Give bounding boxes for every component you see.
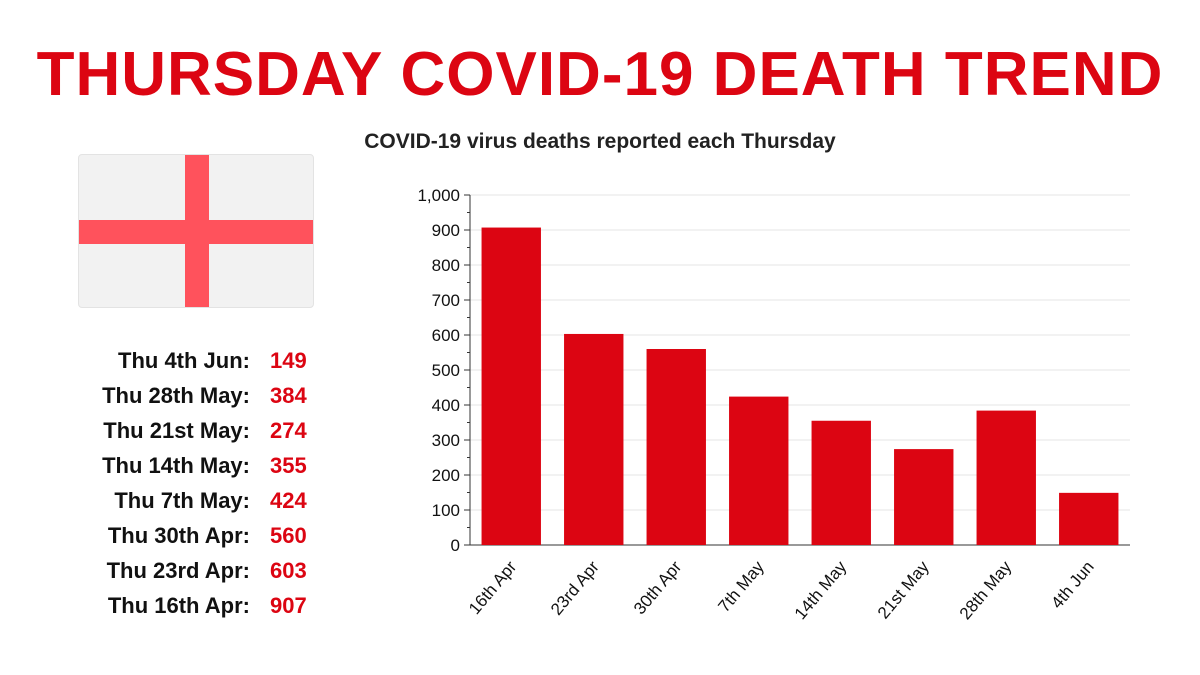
list-item: Thu 30th Apr: 560 (60, 519, 330, 554)
x-tick-label: 4th Jun (1047, 557, 1097, 612)
list-item-value: 274 (270, 418, 307, 443)
page-title: THURSDAY COVID-19 DEATH TREND (36, 40, 1164, 109)
x-tick-label: 7th May (714, 557, 768, 616)
list-item: Thu 4th Jun: 149 (60, 344, 330, 379)
y-tick-label: 0 (451, 536, 460, 555)
y-tick-label: 600 (432, 326, 460, 345)
daily-deaths-list: Thu 4th Jun: 149 Thu 28th May: 384 Thu 2… (60, 344, 330, 624)
y-tick-label: 800 (432, 256, 460, 275)
list-item-label: Thu 7th May: (114, 488, 250, 513)
list-item: Thu 23rd Apr: 603 (60, 554, 330, 589)
y-tick-label: 1,000 (417, 186, 460, 205)
y-tick-label: 400 (432, 396, 460, 415)
x-tick-label: 28th May (956, 557, 1016, 623)
x-tick-label: 23rd Apr (547, 557, 603, 619)
list-item-label: Thu 4th Jun: (118, 348, 250, 373)
list-item-label: Thu 28th May: (102, 383, 250, 408)
list-item-value: 907 (270, 593, 307, 618)
list-item: Thu 14th May: 355 (60, 449, 330, 484)
x-tick-label: 30th Apr (630, 557, 685, 618)
bar (894, 449, 954, 545)
list-item-value: 384 (270, 383, 307, 408)
list-item: Thu 28th May: 384 (60, 379, 330, 414)
list-item-label: Thu 30th Apr: (107, 523, 250, 548)
chart-title: COVID-19 virus deaths reported each Thur… (364, 130, 836, 153)
y-tick-label: 200 (432, 466, 460, 485)
y-tick-label: 300 (432, 431, 460, 450)
y-tick-label: 100 (432, 501, 460, 520)
y-tick-label: 500 (432, 361, 460, 380)
y-tick-label: 900 (432, 221, 460, 240)
bar (811, 420, 871, 545)
list-item-label: Thu 16th Apr: (107, 593, 250, 618)
list-item-value: 355 (270, 453, 307, 478)
bar (1059, 492, 1119, 545)
x-tick-label: 16th Apr (465, 557, 520, 618)
y-tick-label: 700 (432, 291, 460, 310)
bar-chart: 0 100 200 300 400 500 600 700 800 900 1,000 16th Ap… (417, 186, 1130, 623)
bar (976, 410, 1036, 545)
list-item-value: 424 (270, 488, 307, 513)
list-item-label: Thu 14th May: (102, 453, 250, 478)
bar (646, 349, 706, 545)
bar (564, 333, 624, 545)
list-item: Thu 21st May: 274 (60, 414, 330, 449)
list-item-label: Thu 23rd Apr: (106, 558, 250, 583)
list-item: Thu 16th Apr: 907 (60, 589, 330, 624)
list-item-value: 149 (270, 348, 307, 373)
x-tick-label: 21st May (874, 557, 933, 622)
list-item-label: Thu 21st May: (103, 418, 250, 443)
x-tick-label: 14th May (791, 557, 851, 623)
england-flag-icon (78, 154, 314, 308)
bar (481, 227, 541, 546)
list-item: Thu 7th May: 424 (60, 484, 330, 519)
flag-cross-horizontal (79, 220, 313, 244)
bar (729, 396, 789, 545)
list-item-value: 603 (270, 558, 307, 583)
list-item-value: 560 (270, 523, 307, 548)
